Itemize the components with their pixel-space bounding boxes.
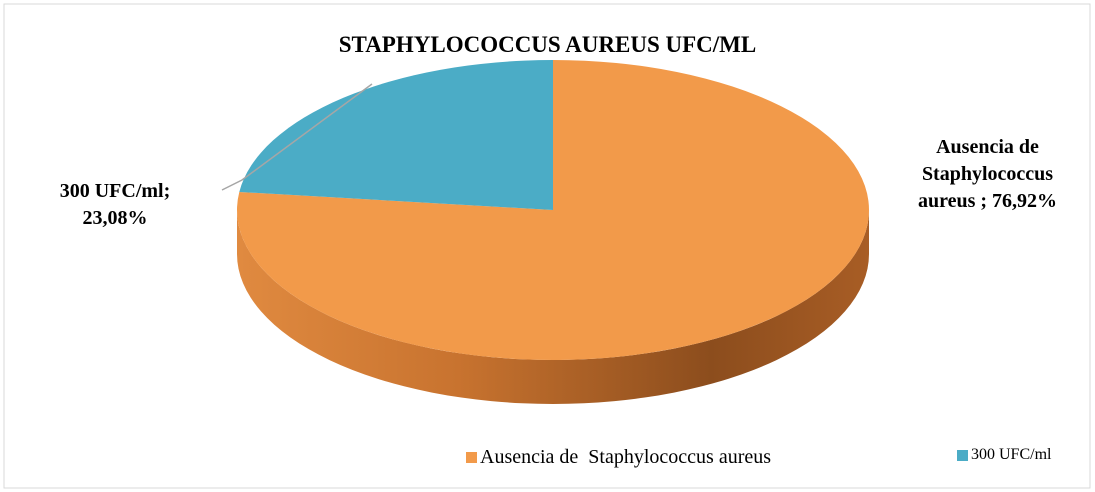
legend-item: 300 UFC/ml: [957, 446, 1051, 464]
legend-swatch: [957, 449, 968, 461]
pie-side: [237, 210, 869, 404]
frame: [3, 3, 1091, 489]
legend-label: 300 UFC/ml: [971, 446, 1052, 463]
pie: [237, 60, 869, 404]
chart-title: STAPHYLOCOCCUS AUREUS UFC/ML: [338, 32, 757, 57]
leader-line: [221, 83, 373, 191]
data-label: Ausencia de Staphylococcus aureus ; 76,9…: [917, 136, 1058, 212]
pie-slice: [239, 60, 553, 210]
data-label: 300 UFC/ml; 23,08%: [59, 180, 171, 229]
legend-item: Ausencia de Staphylococcus aureus: [466, 446, 771, 469]
legend-label: Ausencia de Staphylococcus aureus: [480, 446, 772, 468]
legend-swatch: [466, 452, 477, 463]
